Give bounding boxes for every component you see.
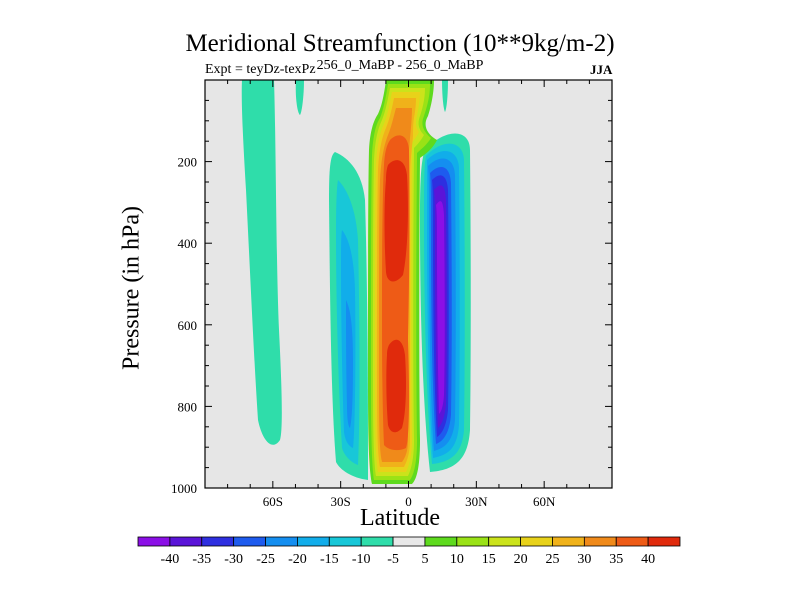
colorbar-label: 5 [421, 552, 428, 567]
y-tick-label: 600 [178, 318, 198, 333]
colorbar-label: -20 [288, 552, 307, 567]
colorbar-swatch [137, 536, 171, 547]
colorbar-swatch [265, 536, 298, 547]
contour-southern-negative-cell [329, 152, 368, 480]
colorbar-swatch [520, 536, 553, 547]
experiment-label: Expt = teyDz-texPz [205, 62, 316, 77]
colorbar-swatch [360, 536, 394, 547]
x-tick-label: 30N [465, 494, 488, 509]
y-tick-label: 400 [178, 236, 198, 251]
y-tick-label: 800 [178, 399, 198, 414]
contour-southern-weak-cell [241, 80, 282, 445]
colorbar-label: -40 [161, 552, 180, 567]
colorbar-swatch [583, 536, 617, 547]
colorbar-label: -10 [352, 552, 371, 567]
colorbar-swatch [488, 536, 521, 547]
x-tick-label: 0 [405, 494, 412, 509]
season-label: JJA [590, 62, 613, 77]
x-axis-ticks: 60S 30S 0 30N 60N [204, 80, 613, 509]
x-tick-label: 30S [331, 494, 351, 509]
colorbar-label: 40 [641, 552, 655, 567]
x-axis-label: Latitude [360, 505, 440, 531]
contour-jet-filament [295, 80, 304, 115]
colorbar-swatch [552, 536, 585, 547]
colorbar-label: 20 [514, 552, 528, 567]
colorbar-swatch [647, 536, 681, 547]
colorbar-swatch [233, 536, 266, 547]
colorbar-label: 15 [482, 552, 496, 567]
colorbar-label: -35 [192, 552, 211, 567]
x-tick-label: 60S [263, 494, 283, 509]
colorbar-swatch [297, 536, 330, 547]
chart-title: Meridional Streamfunction (10**9kg/m-2) [185, 30, 615, 57]
x-tick-label: 60N [533, 494, 556, 509]
y-tick-label: 1000 [171, 481, 197, 496]
contour-northern-filament [442, 80, 448, 112]
contour-summer-hadley-cell [420, 133, 471, 472]
colorbar-label: 25 [545, 552, 559, 567]
colorbar-label: -5 [387, 552, 399, 567]
colorbar-swatch [392, 536, 426, 547]
colorbar-label: -15 [320, 552, 339, 567]
comparison-label: 256_0_MaBP - 256_0_MaBP [316, 58, 484, 73]
colorbar-label: -25 [256, 552, 275, 567]
colorbar-swatch [169, 536, 203, 547]
colorbar-label: -30 [224, 552, 243, 567]
y-tick-label: 200 [178, 155, 198, 170]
colorbar-label: 10 [450, 552, 464, 567]
colorbar-swatch [456, 536, 490, 547]
colorbar-swatch [424, 536, 458, 547]
y-axis-ticks: 200 400 600 800 1000 [171, 79, 612, 496]
colorbar: -40 -35 -30 -25 -20 -15 -10 -5 5 10 15 20 25 30 35 40 [137, 536, 681, 567]
colorbar-swatch [328, 536, 362, 547]
colorbar-label: 35 [609, 552, 623, 567]
colorbar-label: 30 [577, 552, 591, 567]
contour-winter-hadley-cell [368, 80, 437, 484]
colorbar-swatch [201, 536, 235, 547]
colorbar-swatch [615, 536, 649, 547]
